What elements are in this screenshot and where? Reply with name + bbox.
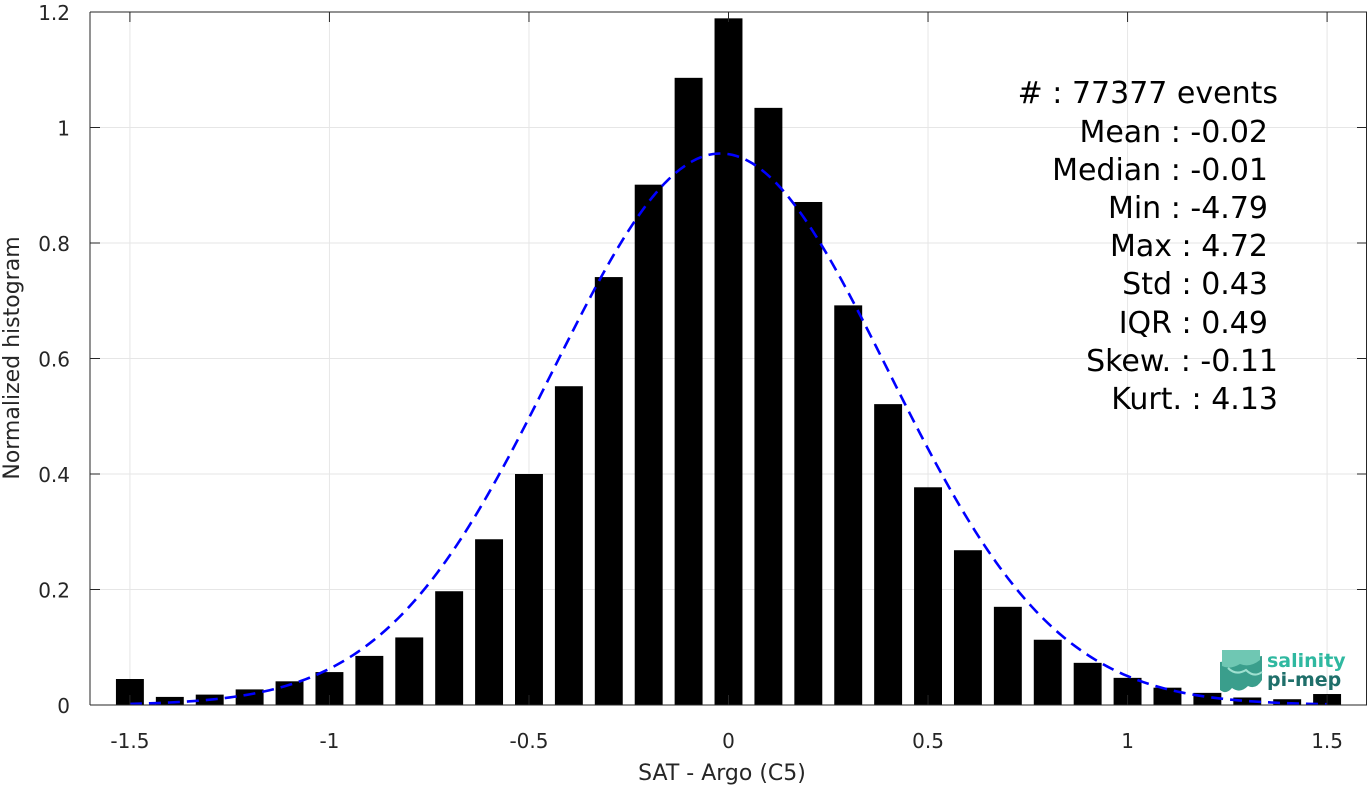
y-tick-label: 0.6 [38,348,70,372]
histogram-bar [714,18,743,706]
histogram-bar [235,689,264,705]
histogram-bar [435,591,464,705]
logo-line2: pi-mep [1267,669,1341,691]
histogram-bar [1033,639,1062,705]
histogram-bar [594,277,623,705]
stat-kurt: Kurt. : 4.13 [1111,382,1278,417]
stat-mean: Mean : -0.02 [1079,115,1268,150]
stat-std: Std : 0.43 [1122,267,1268,302]
stat-skew: Skew. : -0.11 [1086,344,1278,379]
histogram-bar [874,404,903,705]
y-tick-label: 0.8 [38,232,70,256]
wave-logo-icon [1220,650,1263,693]
histogram-bar [794,201,823,705]
stat-max: Max : 4.72 [1110,229,1268,264]
histogram-bar [754,107,783,706]
x-axis-ticks: -1.5 -1 -0.5 0 0.5 1 1.5 [110,12,1343,753]
x-tick-label: 1.5 [1311,729,1343,753]
histogram-bar [1073,662,1102,705]
histogram-bar [475,539,504,705]
stats-box: # : 77377 events Mean : -0.02 Median : -… [1018,76,1278,417]
histogram-bar [914,487,942,705]
stat-events: # : 77377 events [1018,76,1278,111]
y-axis-ticks: 0 0.2 0.4 0.6 0.8 1 1.2 [38,1,1367,718]
gaussian-fit-curve [129,152,1328,706]
y-tick-label: 0.2 [38,579,70,603]
y-tick-label: 0 [57,694,70,718]
y-tick-label: 0.4 [38,463,70,487]
histogram-bar [674,77,703,705]
histogram-bar [554,386,583,705]
x-tick-label: -1.5 [110,729,149,753]
stat-min: Min : -4.79 [1108,191,1268,226]
histogram-bar [634,184,663,706]
stat-iqr: IQR : 0.49 [1119,306,1268,341]
histogram-bar [1233,697,1262,705]
histogram-bar [993,606,1022,705]
stat-median: Median : -0.01 [1052,153,1268,188]
x-tick-label: 1 [1121,729,1134,753]
histogram-bar [834,305,863,705]
x-tick-label: 0 [722,729,735,753]
x-tick-label: -0.5 [509,729,548,753]
histogram-bar [395,637,424,705]
histogram-bar [355,655,384,705]
histogram-bar [515,474,543,705]
histogram-bar [155,696,184,705]
x-tick-label: -1 [319,729,339,753]
x-tick-label: 0.5 [912,729,944,753]
y-tick-label: 1.2 [38,1,70,25]
y-tick-label: 1 [57,117,70,141]
logo-line1: salinity [1267,650,1346,672]
x-axis-label: SAT - Argo (C5) [638,761,806,786]
y-axis-label: Normalized histogram [0,236,25,479]
histogram-bar [953,550,982,705]
salinity-pi-mep-logo: salinity pi-mep [1220,650,1346,693]
